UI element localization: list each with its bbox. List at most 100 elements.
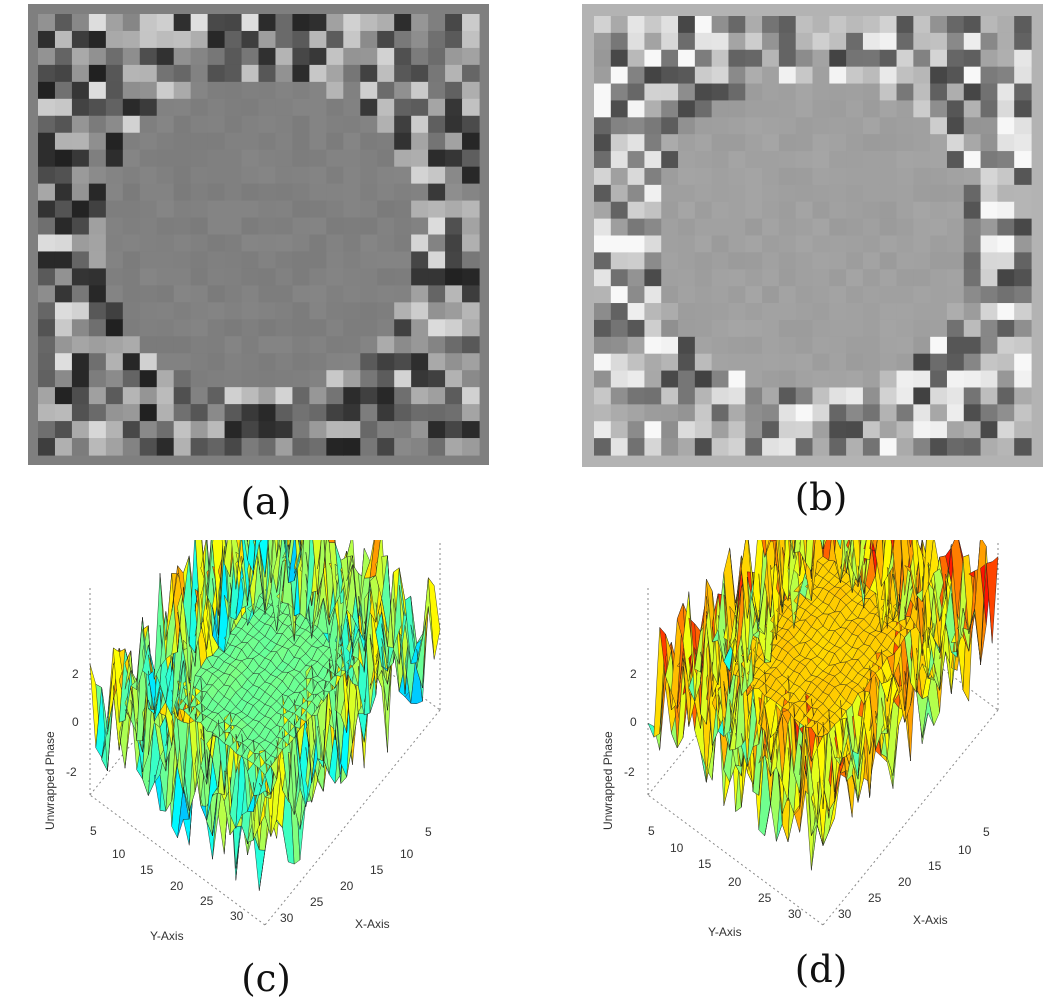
phase-pixel xyxy=(896,303,914,321)
phase-pixel xyxy=(678,387,696,405)
phase-pixel xyxy=(661,151,679,169)
phase-pixel xyxy=(343,14,361,32)
phase-pixel xyxy=(445,115,463,134)
phase-pixel xyxy=(88,319,107,337)
phase-pixel xyxy=(678,303,696,321)
phase-pixel xyxy=(343,64,361,83)
phase-pixel xyxy=(661,353,679,372)
phase-pixel xyxy=(292,132,310,151)
phase-pixel xyxy=(762,184,780,203)
phase-pixel xyxy=(963,252,982,270)
phase-pixel xyxy=(156,81,175,100)
phase-pixel xyxy=(309,149,327,168)
phase-pixel xyxy=(122,115,141,134)
phase-pixel xyxy=(963,235,982,253)
phase-pixel xyxy=(644,218,662,237)
phase-pixel xyxy=(812,184,830,203)
phase-pixel xyxy=(678,438,696,456)
phase-pixel xyxy=(694,16,713,34)
phase-pixel xyxy=(963,201,982,220)
phase-pixel xyxy=(997,421,1015,439)
phase-pixel xyxy=(930,235,948,253)
phase-pixel xyxy=(258,183,277,202)
phase-pixel xyxy=(913,100,931,118)
phase-pixel xyxy=(1014,134,1032,152)
phase-pixel xyxy=(139,115,158,134)
y-axis-label: Y-Axis xyxy=(150,929,184,943)
phase-pixel xyxy=(462,421,480,439)
phase-pixel xyxy=(38,166,56,185)
phase-pixel xyxy=(360,217,378,236)
phase-pixel xyxy=(122,30,141,49)
phase-pixel xyxy=(627,32,646,51)
phase-pixel xyxy=(661,201,679,220)
phase-pixel xyxy=(258,132,277,151)
phase-pixel xyxy=(627,404,646,422)
phase-pixel xyxy=(122,319,141,337)
caption-a: (a) xyxy=(240,480,292,523)
phase-pixel xyxy=(275,149,294,168)
phase-pixel xyxy=(879,319,898,338)
phase-pixel xyxy=(694,117,713,135)
phase-pixel xyxy=(360,14,378,32)
x-tick-20: 20 xyxy=(340,879,354,893)
phase-pixel xyxy=(963,184,982,203)
phase-pixel xyxy=(428,421,446,439)
phase-pixel xyxy=(795,201,814,220)
phase-pixel xyxy=(862,184,881,203)
phase-pixel xyxy=(678,252,696,270)
phase-pixel xyxy=(980,117,998,135)
phase-pixel xyxy=(38,438,56,456)
phase-pixel xyxy=(795,167,814,186)
phase-pixel xyxy=(224,47,243,66)
phase-pixel xyxy=(156,302,175,320)
phase-pixel xyxy=(88,353,107,371)
phase-pixel xyxy=(846,167,864,186)
phase-pixel xyxy=(846,235,864,253)
phase-pixel xyxy=(913,151,931,169)
phase-pixel xyxy=(896,66,914,85)
phase-pixel xyxy=(360,98,378,117)
phase-pixel xyxy=(343,166,361,185)
axis-labels-d: Unwrapped Phase Y-Axis X-Axis 2 0 -2 5 1… xyxy=(601,667,990,939)
phase-pixel xyxy=(224,132,243,151)
phase-pixel xyxy=(377,370,395,388)
phase-pixel xyxy=(54,14,73,32)
z-tick-neg2: -2 xyxy=(624,765,635,779)
phase-pixel xyxy=(745,269,763,287)
phase-pixel xyxy=(122,353,141,371)
phase-pixel xyxy=(122,404,141,422)
phase-pixel xyxy=(156,98,175,117)
surface-svg-c: Unwrapped Phase Y-Axis X-Axis 2 0 -2 5 1… xyxy=(43,370,441,943)
phase-pixel xyxy=(661,100,679,118)
phase-pixel xyxy=(795,151,814,169)
phase-pixel xyxy=(241,149,260,168)
phase-pixel xyxy=(728,151,746,169)
phase-pixel xyxy=(980,303,998,321)
phase-pixel xyxy=(38,14,56,32)
phase-pixel xyxy=(258,81,277,100)
phase-pixel xyxy=(762,252,780,270)
phase-pixel xyxy=(360,149,378,168)
phase-pixel xyxy=(292,438,310,456)
phase-pixel xyxy=(829,303,847,321)
phase-pixel xyxy=(224,217,243,236)
phase-pixel xyxy=(812,134,830,152)
phase-pixel xyxy=(862,235,881,253)
phase-pixel xyxy=(428,404,446,422)
phase-pixel xyxy=(173,234,192,253)
phase-pixel xyxy=(462,183,480,202)
phase-pixel xyxy=(896,184,914,203)
phase-pixel xyxy=(644,404,662,422)
phase-pixel xyxy=(105,115,124,134)
phase-pixel xyxy=(309,183,327,202)
phase-pixel xyxy=(377,64,395,83)
phase-pixel xyxy=(778,269,797,287)
phase-pixel xyxy=(930,252,948,270)
phase-pixel xyxy=(627,303,646,321)
phase-pixel xyxy=(360,132,378,151)
phase-pixel xyxy=(122,438,141,456)
phase-pixel xyxy=(122,47,141,66)
phase-pixel xyxy=(997,184,1015,203)
phase-pixel xyxy=(997,218,1015,237)
